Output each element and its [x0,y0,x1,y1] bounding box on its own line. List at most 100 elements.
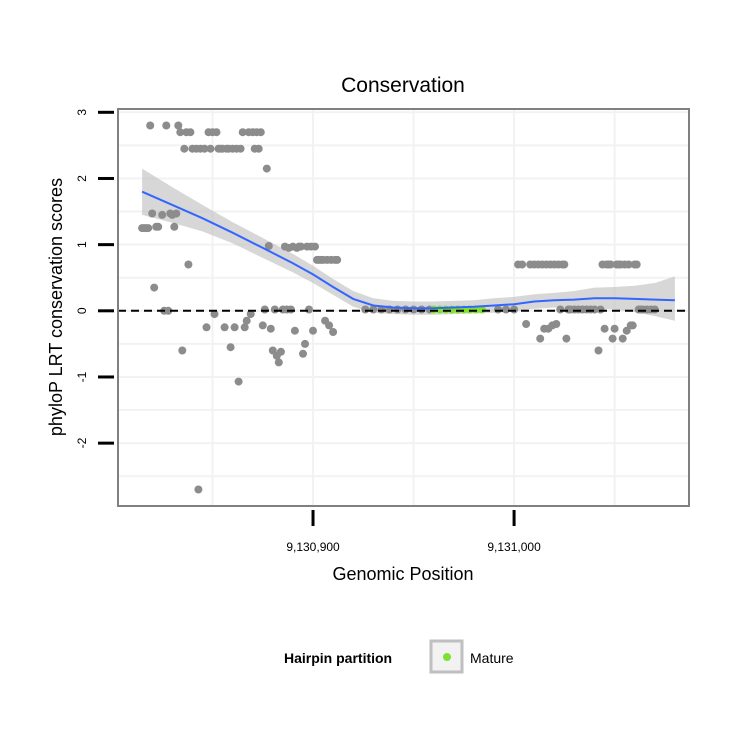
data-point [164,306,173,315]
data-point [401,305,410,314]
data-point [264,242,273,250]
y-tick-label: 0 [75,307,89,314]
data-point [311,242,319,251]
data-point [409,305,418,314]
smooth-confidence-band [142,168,675,321]
data-point [148,209,157,218]
data-point [242,316,251,325]
data-point [202,323,211,332]
data-point [562,334,571,343]
data-point [258,321,267,330]
y-tick-label: -2 [75,437,89,448]
data-point [618,334,627,343]
data-point [417,305,426,314]
data-point [194,485,203,494]
legend-title: Hairpin partition [284,650,392,666]
data-point [212,128,221,137]
data-point [610,324,619,333]
data-point [594,346,603,355]
data-point [174,121,183,130]
data-point [632,260,641,269]
data-point [628,321,637,330]
data-point [301,339,309,348]
data-point [329,328,338,336]
data-point [305,305,313,314]
data-point [299,349,307,358]
data-point [246,310,255,319]
panel-border [117,108,690,507]
data-point [178,346,187,355]
y-tick-label: 1 [75,241,89,248]
chart-title: Conservation [341,74,465,97]
data-point [333,255,342,264]
data-point [502,305,510,314]
data-point [600,324,609,333]
data-point [494,305,502,314]
data-point [325,321,334,330]
data-point [286,305,295,314]
data-point [274,358,283,367]
data-point [240,323,249,332]
y-axis-label: phyloP LRT conservation scores [46,178,66,436]
data-point [556,305,565,314]
data-point [606,260,615,269]
x-tick-label: 9,131,000 [487,540,541,554]
data-point [170,222,179,231]
legend-key-mature [443,653,451,661]
data-point [290,326,299,335]
data-point [154,222,163,231]
data-point [297,242,305,251]
data-point [146,121,155,130]
data-point [176,128,185,137]
data-point [510,305,519,314]
data-point [234,377,243,386]
y-tick-label: 2 [75,175,89,182]
y-tick-label: 3 [75,109,89,116]
data-point [144,224,153,233]
data-point [186,128,195,137]
data-point [522,320,531,328]
data-point [518,260,527,269]
data-point [650,305,659,314]
data-point [309,326,317,335]
x-axis: 9,130,900 9,131,000 [286,510,541,554]
data-point [624,260,633,269]
y-tick-label: -1 [75,371,89,382]
data-point [236,144,245,153]
data-point [230,323,239,332]
plot-panel [117,108,690,507]
x-tick-label: 9,130,900 [286,540,340,554]
data-point [276,347,285,356]
data-points [138,121,659,494]
data-point [158,210,167,219]
data-point [560,260,569,269]
data-point [262,164,271,173]
data-point [608,334,617,343]
data-point [172,209,181,218]
data-point [226,343,235,352]
y-axis: 3 2 1 0 -1 -2 [75,109,114,448]
data-point [220,323,229,332]
data-point [210,310,219,319]
data-point [162,121,171,130]
data-point [536,334,545,343]
x-axis-label: Genomic Position [332,564,473,584]
data-point [260,305,269,314]
data-point [254,144,263,153]
data-point [596,305,605,314]
data-point [180,144,189,153]
data-point [361,305,370,314]
legend: Hairpin partition Mature [284,639,514,674]
legend-label-mature: Mature [470,650,514,666]
data-point [184,260,193,269]
data-point [150,283,159,292]
data-point [200,144,209,153]
data-point [270,305,279,314]
data-point [256,128,265,137]
data-point [266,324,275,333]
data-point [552,320,561,328]
smooth-trend-line [141,190,675,310]
data-point [238,128,247,137]
data-point [206,144,215,153]
